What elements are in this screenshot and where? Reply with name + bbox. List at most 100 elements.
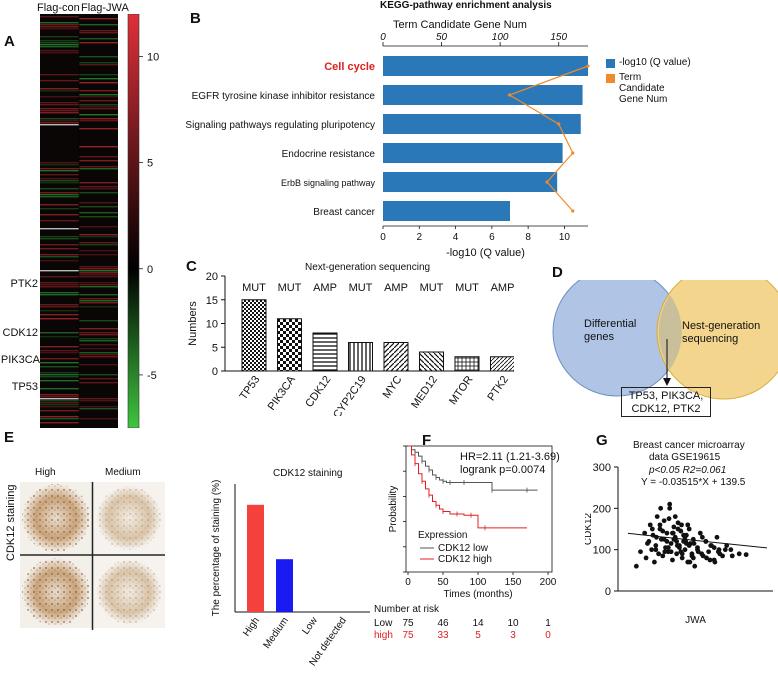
ngs-y-tick-label: 10 <box>206 319 218 331</box>
heatmap-cell <box>40 104 79 106</box>
venn-arrowhead <box>663 378 671 386</box>
scatter-point <box>704 555 709 561</box>
staining-chart: The percentage of staining (%) High Medium… <box>211 480 370 666</box>
scatter-point <box>660 528 666 534</box>
scatter-point <box>677 545 682 550</box>
heatmap-cell <box>40 404 79 406</box>
heatmap-cell <box>40 180 79 182</box>
kegg-bar <box>383 172 558 192</box>
heatmap-cell <box>40 304 79 306</box>
kegg-bar <box>383 201 510 221</box>
heatmap-cell <box>79 114 118 116</box>
heatmap-cell <box>40 22 79 24</box>
heatmap-cell <box>40 196 79 198</box>
ngs-annotation: AMP <box>384 282 408 294</box>
scatter-y-tick-label: 100 <box>593 545 611 557</box>
ngs-category-label: MTOR <box>447 374 475 407</box>
heatmap-cell <box>40 168 79 170</box>
ihc-stain-high-2 <box>22 558 90 626</box>
risk-row-value: 5 <box>475 630 481 641</box>
scatter-point <box>679 522 684 528</box>
gene-label-cdk12: CDK12 <box>2 327 38 339</box>
heatmap-cell <box>79 160 118 162</box>
heatmap-cell <box>40 102 79 104</box>
scatter-point <box>642 530 648 536</box>
scatter-point <box>711 545 717 550</box>
km-logrank-text: logrank p=0.0074 <box>460 464 545 476</box>
heatmap-cell <box>79 340 118 342</box>
km-x-tick-label: 150 <box>505 577 522 588</box>
heatmap-cell <box>40 376 79 378</box>
bottom-axis-tick-label: 6 <box>489 232 495 243</box>
heatmap-cell <box>79 332 118 334</box>
heatmap-cell <box>79 250 118 252</box>
scatter-point <box>649 547 655 553</box>
risk-row-label: Low <box>374 618 393 629</box>
heatmap-col-label-con: Flag-con <box>37 2 80 14</box>
scatter-point <box>672 514 678 519</box>
heatmap-cell <box>40 362 79 364</box>
scatter-point <box>682 534 688 540</box>
heatmap-cell <box>40 366 79 368</box>
scatter-point <box>729 553 735 559</box>
heatmap-cell <box>40 422 79 424</box>
scatter-point <box>707 557 713 563</box>
heatmap-cell <box>79 298 118 300</box>
heatmap-cell <box>79 306 118 308</box>
scatter-point <box>662 549 668 555</box>
heatmap-cell <box>40 286 79 288</box>
ngs-y-tick-label: 20 <box>206 271 218 283</box>
scatter-point <box>667 501 673 507</box>
scatter-y-tick-label: 200 <box>593 503 611 515</box>
heatmap-cell <box>79 408 118 410</box>
legend-swatch-qvalue <box>606 59 615 68</box>
ngs-annotation: MUT <box>455 282 479 294</box>
risk-row-label: high <box>374 630 393 641</box>
scatter-point <box>690 536 696 542</box>
scatter-point <box>670 530 675 536</box>
heatmap-cell <box>40 270 79 272</box>
heatmap-cell <box>40 40 79 42</box>
heatmap-cell <box>40 418 79 420</box>
heatmap-cell <box>79 118 118 120</box>
heatmap-cell <box>79 100 118 102</box>
ihc-stain-high-1 <box>22 484 90 552</box>
ngs-y-tick-label: 5 <box>212 342 218 354</box>
scatter-point <box>691 541 697 546</box>
risk-row-value: 1 <box>545 618 551 629</box>
heatmap-cell <box>40 346 79 348</box>
bottom-axis-tick-label: 0 <box>380 232 386 243</box>
legend-swatch-genenum <box>606 74 615 83</box>
heatmap-cell <box>40 96 79 98</box>
kegg-bar <box>383 85 583 105</box>
risk-row-value: 14 <box>472 618 484 629</box>
scatter-point <box>674 539 680 544</box>
heatmap-cell <box>40 204 79 206</box>
heatmap-cell <box>79 226 118 228</box>
heatmap-cell <box>40 228 79 230</box>
heatmap-cell <box>79 108 118 110</box>
legend-label-genenum: Term Candidate Gene Num <box>619 72 668 105</box>
heatmap-cell <box>40 372 79 374</box>
heatmap-cell <box>79 334 118 336</box>
top-axis-tick-label: 100 <box>492 32 509 43</box>
heatmap-cell <box>79 206 118 208</box>
scatter-title-2: data GSE19615 <box>649 452 721 463</box>
heatmap-cell <box>79 156 118 158</box>
ngs-annotation: MUT <box>278 282 302 294</box>
staining-category-label: Low <box>300 615 320 637</box>
scatter-point <box>671 524 677 530</box>
heatmap-cell <box>79 192 118 194</box>
panel-label-g: G <box>596 432 608 449</box>
heatmap-cell <box>40 248 79 250</box>
heatmap-cell <box>40 244 79 246</box>
scatter-point <box>649 526 655 532</box>
gene-label-pik3ca: PIK3CA <box>0 354 40 366</box>
heatmap-cell <box>40 188 79 190</box>
ihc-stain-medium-2 <box>97 560 161 624</box>
heatmap-cell <box>40 310 79 312</box>
heatmap-cell <box>79 96 118 98</box>
gene-num-point <box>507 93 512 97</box>
